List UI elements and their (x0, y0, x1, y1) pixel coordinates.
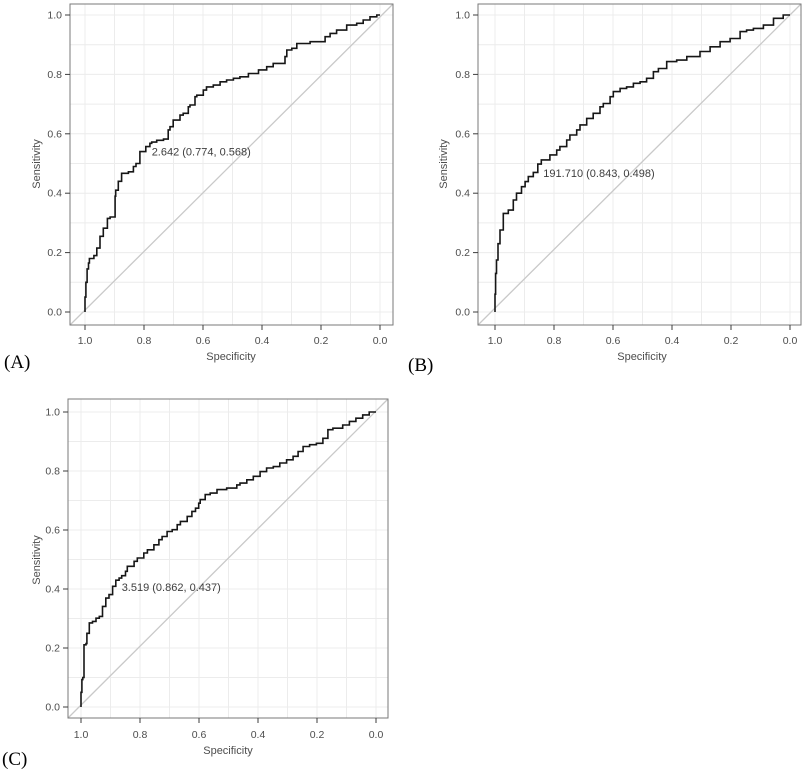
roc-panel-c: 1.0 0.8 0.6 0.4 0.2 0.0 0.0 0.2 0.4 0.6 0.8 1.0 Spec… (0, 380, 400, 772)
y-axis-tick-label: 0.8 (47, 69, 62, 81)
roc-curve (80, 411, 376, 707)
y-axis-tick-label: 0.2 (47, 247, 62, 259)
roc-plot-c-svg: 1.0 0.8 0.6 0.4 0.2 0.0 0.0 0.2 0.4 0.6 0.8 1.0 Spec… (31, 398, 389, 757)
axis-tick-labels: 1.0 0.8 0.6 0.4 0.2 0.0 0.0 0.2 0.4 0.6 0.8 1.0 (45, 407, 383, 742)
x-axis-tick-label: 0.0 (783, 335, 798, 347)
axis-ticks (473, 14, 791, 330)
x-axis-tick-label: 0.2 (724, 335, 739, 347)
x-axis-tick-label: 1.0 (74, 729, 89, 741)
diagonal-reference-line (69, 3, 394, 326)
x-axis-tick-label: 1.0 (78, 335, 93, 347)
y-axis-tick-label: 1.0 (47, 10, 62, 22)
roc-panel-b: 1.0 0.8 0.6 0.4 0.2 0.0 0.0 0.2 0.4 0.6 0.8 1.0 Spec… (400, 0, 806, 390)
x-axis-tick-label: 0.6 (192, 729, 207, 741)
x-axis-title: Specificity (206, 351, 256, 363)
axis-tick-labels: 1.0 0.8 0.6 0.4 0.2 0.0 0.0 0.2 0.4 0.6 0.8 1.0 (455, 10, 797, 348)
panel-border (67, 398, 389, 719)
annotation-threshold: 191.710 (0.843, 0.498) (543, 168, 654, 180)
y-axis-tick-label: 0.8 (45, 466, 60, 478)
x-axis-tick-label: 1.0 (488, 335, 503, 347)
x-axis-tick-label: 0.8 (547, 335, 562, 347)
y-axis-tick-label: 0.0 (47, 307, 62, 319)
y-axis-tick-label: 0.4 (455, 188, 470, 200)
panel-border (69, 3, 394, 326)
roc-curve (494, 14, 790, 312)
y-axis-tick-label: 0.0 (45, 702, 60, 714)
gridlines (70, 4, 393, 325)
panel-label-c: (C) (2, 749, 28, 770)
y-axis-tick-label: 0.8 (455, 69, 470, 81)
x-axis-tick-label: 0.4 (255, 335, 270, 347)
diagonal-reference-line (477, 3, 802, 326)
y-axis-tick-label: 0.4 (45, 584, 60, 596)
y-axis-tick-label: 0.6 (47, 128, 62, 140)
y-axis-tick-label: 0.2 (45, 643, 60, 655)
x-axis-title: Specificity (203, 745, 253, 757)
roc-curve (84, 14, 380, 312)
y-axis-title: Sensitivity (31, 139, 43, 189)
axis-ticks (63, 411, 377, 723)
gridlines (478, 4, 801, 325)
x-axis-tick-label: 0.8 (133, 729, 148, 741)
panel-label-a: (A) (4, 352, 31, 373)
x-axis-tick-label: 0.2 (310, 729, 325, 741)
y-axis-tick-label: 0.4 (47, 188, 62, 200)
x-axis-tick-label: 0.2 (314, 335, 329, 347)
panel-border (477, 3, 802, 326)
annotation-threshold: 3.519 (0.862, 0.437) (122, 582, 221, 594)
y-axis-tick-label: 1.0 (455, 10, 470, 22)
y-axis-tick-label: 0.6 (455, 128, 470, 140)
x-axis-tick-label: 0.4 (251, 729, 266, 741)
annotation-threshold: 2.642 (0.774, 0.568) (152, 146, 251, 158)
axis-ticks (65, 14, 381, 330)
x-axis-tick-label: 0.0 (373, 335, 388, 347)
y-axis-title: Sensitivity (31, 535, 43, 585)
y-axis-tick-label: 0.0 (455, 307, 470, 319)
roc-plot-b-svg: 1.0 0.8 0.6 0.4 0.2 0.0 0.0 0.2 0.4 0.6 0.8 1.0 Spec… (438, 3, 802, 363)
x-axis-tick-label: 0.4 (665, 335, 680, 347)
axis-tick-labels: 1.0 0.8 0.6 0.4 0.2 0.0 0.0 0.2 0.4 0.6 0.8 1.0 (47, 10, 387, 348)
roc-panel-a: 1.0 0.8 0.6 0.4 0.2 0.0 0.0 0.2 0.4 0.6 0.8 1.0 Spec… (0, 0, 400, 390)
x-axis-tick-label: 0.0 (369, 729, 384, 741)
roc-plot-a-svg: 1.0 0.8 0.6 0.4 0.2 0.0 0.0 0.2 0.4 0.6 0.8 1.0 Spec… (31, 3, 394, 363)
x-axis-tick-label: 0.6 (606, 335, 621, 347)
y-axis-tick-label: 0.6 (45, 525, 60, 537)
panel-label-b: (B) (408, 355, 434, 376)
diagonal-reference-line (67, 398, 389, 719)
x-axis-title: Specificity (617, 351, 667, 363)
y-axis-title: Sensitivity (438, 139, 450, 189)
y-axis-tick-label: 1.0 (45, 407, 60, 419)
x-axis-tick-label: 0.6 (196, 335, 211, 347)
x-axis-tick-label: 0.8 (137, 335, 152, 347)
y-axis-tick-label: 0.2 (455, 247, 470, 259)
